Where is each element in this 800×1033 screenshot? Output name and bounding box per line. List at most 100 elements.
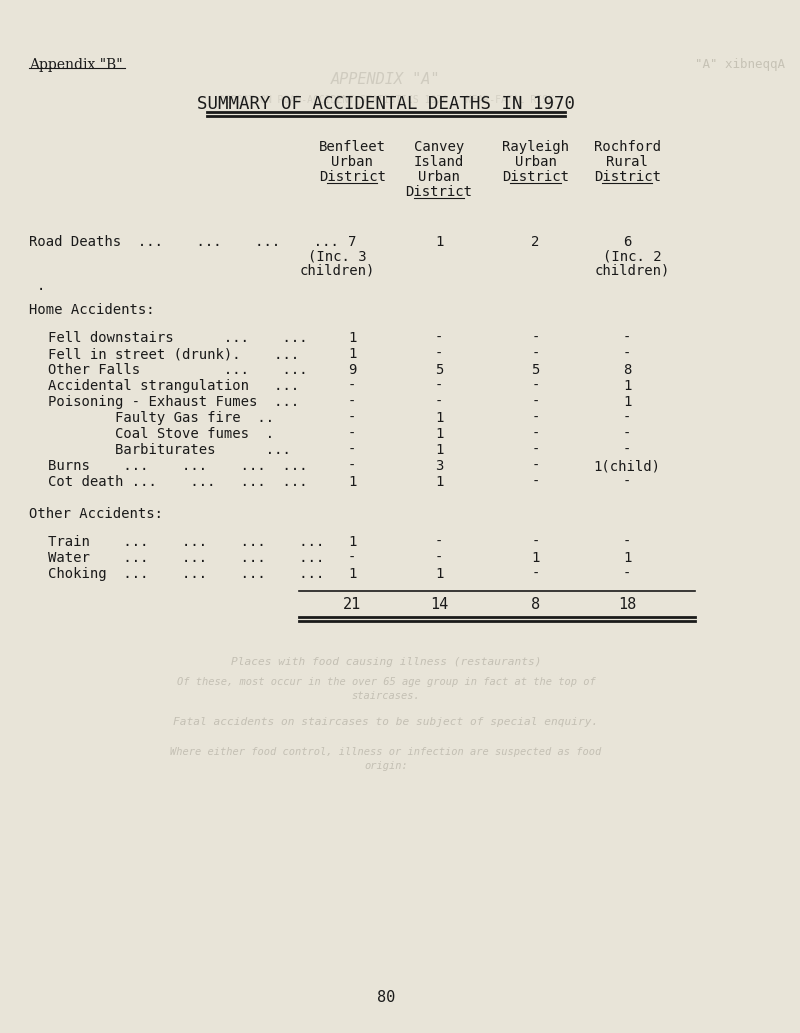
Text: Rochford: Rochford (594, 140, 661, 154)
Text: Coal Stove fumes  .: Coal Stove fumes . (48, 427, 274, 441)
Text: District: District (502, 170, 569, 184)
Text: origin:: origin: (364, 761, 408, 771)
Text: -: - (348, 379, 357, 393)
Text: -: - (348, 459, 357, 473)
Text: -: - (435, 379, 443, 393)
Text: -: - (623, 347, 631, 361)
Text: 1: 1 (435, 411, 443, 425)
Text: Island: Island (414, 155, 464, 169)
Text: 1(child): 1(child) (594, 459, 661, 473)
Text: 1: 1 (435, 443, 443, 457)
Text: -: - (348, 411, 357, 425)
Text: -: - (623, 331, 631, 345)
Text: staircases.: staircases. (352, 691, 420, 701)
Text: 1: 1 (623, 551, 631, 565)
Text: 14: 14 (430, 597, 448, 612)
Text: 18: 18 (618, 597, 636, 612)
Text: -: - (531, 443, 540, 457)
Text: -: - (531, 535, 540, 549)
Text: -: - (435, 395, 443, 409)
Text: Rayleigh: Rayleigh (502, 140, 569, 154)
Text: Barbiturates      ...: Barbiturates ... (48, 443, 291, 457)
Text: Accidental strangulation   ...: Accidental strangulation ... (48, 379, 299, 393)
Text: (Inc. 3: (Inc. 3 (309, 250, 367, 264)
Text: District: District (594, 170, 661, 184)
Text: Water    ...    ...    ...    ...: Water ... ... ... ... (48, 551, 325, 565)
Text: REPORT ON ROAD-ACCIDENT STATISTICS 1970 - NEAR-FATAL RISK: REPORT ON ROAD-ACCIDENT STATISTICS 1970 … (218, 95, 554, 105)
Text: 80: 80 (377, 990, 395, 1005)
Text: Benfleet: Benfleet (318, 140, 386, 154)
Text: "A" xibneqqA: "A" xibneqqA (694, 58, 785, 71)
Text: 5: 5 (435, 363, 443, 377)
Text: District: District (406, 185, 473, 199)
Text: -: - (623, 427, 631, 441)
Text: -: - (348, 551, 357, 565)
Text: 8: 8 (623, 363, 631, 377)
Text: 1: 1 (623, 395, 631, 409)
Text: Canvey: Canvey (414, 140, 464, 154)
Text: 1: 1 (435, 427, 443, 441)
Text: -: - (531, 395, 540, 409)
Text: 8: 8 (531, 597, 540, 612)
Text: -: - (531, 347, 540, 361)
Text: Home Accidents:: Home Accidents: (29, 303, 154, 317)
Text: Fell downstairs      ...    ...: Fell downstairs ... ... (48, 331, 308, 345)
Text: -: - (531, 379, 540, 393)
Text: APPENDIX "A": APPENDIX "A" (331, 72, 441, 88)
Text: Fell in street (drunk).    ...: Fell in street (drunk). ... (48, 347, 299, 361)
Text: Fatal accidents on staircases to be subject of special enquiry.: Fatal accidents on staircases to be subj… (174, 717, 598, 727)
Text: -: - (531, 459, 540, 473)
Text: -: - (435, 347, 443, 361)
Text: -: - (531, 427, 540, 441)
Text: -: - (531, 567, 540, 581)
Text: 3: 3 (435, 459, 443, 473)
Text: -: - (348, 395, 357, 409)
Text: -: - (531, 411, 540, 425)
Text: -: - (435, 331, 443, 345)
Text: Choking  ...    ...    ...    ...: Choking ... ... ... ... (48, 567, 325, 581)
Text: 1: 1 (623, 379, 631, 393)
Text: Where either food control, illness or infection are suspected as food: Where either food control, illness or in… (170, 747, 602, 757)
Text: Of these, most occur in the over 65 age group in fact at the top of: Of these, most occur in the over 65 age … (177, 677, 595, 687)
Text: Urban: Urban (418, 170, 460, 184)
Text: -: - (623, 567, 631, 581)
Text: Urban: Urban (331, 155, 373, 169)
Text: Other Accidents:: Other Accidents: (29, 507, 163, 521)
Text: -: - (531, 475, 540, 489)
Text: -: - (623, 535, 631, 549)
Text: 1: 1 (531, 551, 540, 565)
Text: Faulty Gas fire  ..: Faulty Gas fire .. (48, 411, 274, 425)
Text: Road Deaths  ...    ...    ...    ...: Road Deaths ... ... ... ... (29, 234, 339, 249)
Text: 6: 6 (623, 234, 631, 249)
Text: 1: 1 (348, 331, 357, 345)
Text: children): children) (300, 264, 375, 278)
Text: Train    ...    ...    ...    ...: Train ... ... ... ... (48, 535, 325, 549)
Text: children): children) (594, 264, 670, 278)
Text: Cot death ...    ...   ...  ...: Cot death ... ... ... ... (48, 475, 308, 489)
Text: 1: 1 (348, 475, 357, 489)
Text: -: - (435, 551, 443, 565)
Text: -: - (623, 411, 631, 425)
Text: 1: 1 (348, 535, 357, 549)
Text: -: - (623, 443, 631, 457)
Text: SUMMARY OF ACCIDENTAL DEATHS IN 1970: SUMMARY OF ACCIDENTAL DEATHS IN 1970 (197, 95, 575, 113)
Text: 1: 1 (348, 567, 357, 581)
Text: 7: 7 (348, 234, 357, 249)
Text: Poisoning - Exhaust Fumes  ...: Poisoning - Exhaust Fumes ... (48, 395, 299, 409)
Text: (Inc. 2: (Inc. 2 (602, 250, 662, 264)
Text: -: - (623, 475, 631, 489)
Text: Other Falls          ...    ...: Other Falls ... ... (48, 363, 308, 377)
Text: -: - (531, 331, 540, 345)
Text: 1: 1 (348, 347, 357, 361)
Text: .: . (37, 279, 45, 293)
Text: -: - (348, 443, 357, 457)
Text: -: - (435, 535, 443, 549)
Text: Places with food causing illness (restaurants): Places with food causing illness (restau… (230, 657, 542, 667)
Text: District: District (318, 170, 386, 184)
Text: 1: 1 (435, 234, 443, 249)
Text: 5: 5 (531, 363, 540, 377)
Text: Urban: Urban (514, 155, 557, 169)
Text: -: - (348, 427, 357, 441)
Text: Burns    ...    ...    ...  ...: Burns ... ... ... ... (48, 459, 308, 473)
Text: 1: 1 (435, 567, 443, 581)
